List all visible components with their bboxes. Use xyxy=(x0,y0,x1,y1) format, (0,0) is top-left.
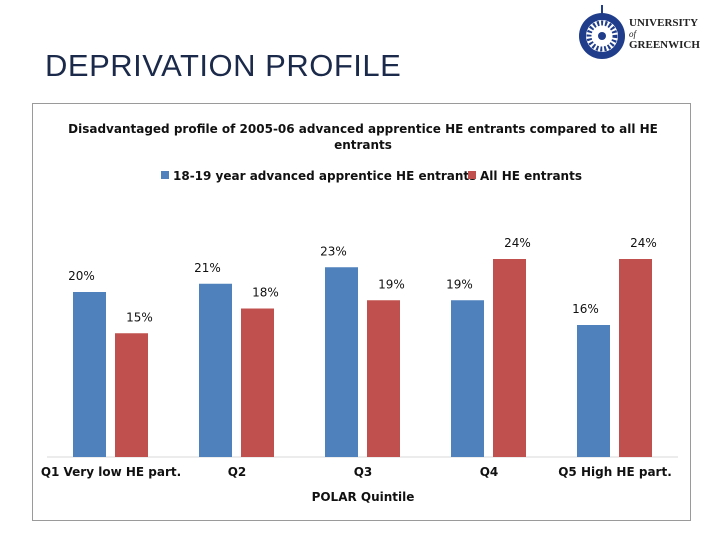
data-label-apprentice-3: 23% xyxy=(320,244,347,258)
bar-apprentice-3 xyxy=(325,267,358,457)
x-tick-label-4: Q4 xyxy=(480,465,499,479)
x-tick-label-2: Q2 xyxy=(228,465,247,479)
bar-apprentice-1 xyxy=(73,292,106,457)
bar-all-he-1 xyxy=(115,333,148,457)
chart-title-line-2: entrants xyxy=(334,138,392,152)
data-label-all-he-5: 24% xyxy=(630,236,657,250)
x-tick-label-1: Q1 Very low HE part. xyxy=(41,465,181,479)
bar-apprentice-2 xyxy=(199,283,232,457)
logo-text-2: of xyxy=(629,29,637,39)
bar-all-he-2 xyxy=(241,308,274,457)
legend-label-series-1: 18-19 year advanced apprentice HE entran… xyxy=(173,169,476,183)
data-label-apprentice-2: 21% xyxy=(194,261,221,275)
bar-all-he-3 xyxy=(367,300,400,457)
data-label-apprentice-1: 20% xyxy=(68,269,95,283)
x-tick-label-5: Q5 High HE part. xyxy=(558,465,672,479)
legend-label-series-2: All HE entrants xyxy=(480,169,582,183)
bar-chart: Disadvantaged profile of 2005-06 advance… xyxy=(41,122,678,504)
x-tick-label-3: Q3 xyxy=(354,465,373,479)
legend-swatch-series-2 xyxy=(468,171,476,179)
data-label-all-he-2: 18% xyxy=(252,286,279,300)
data-label-all-he-4: 24% xyxy=(504,236,531,250)
chart-frame: Disadvantaged profile of 2005-06 advance… xyxy=(32,103,691,521)
bar-apprentice-5 xyxy=(577,325,610,457)
slide-title: DEPRIVATION PROFILE xyxy=(45,48,402,83)
data-label-apprentice-5: 16% xyxy=(572,302,599,316)
chart-title-line-1: Disadvantaged profile of 2005-06 advance… xyxy=(68,122,658,136)
logo-text-3: GREENWICH xyxy=(629,39,700,51)
logo-text-1: UNIVERSITY xyxy=(629,17,699,29)
legend-swatch-series-1 xyxy=(161,171,169,179)
compass-seal-icon xyxy=(579,5,625,59)
data-label-all-he-3: 19% xyxy=(378,277,405,291)
x-axis-title: POLAR Quintile xyxy=(312,490,415,504)
data-label-apprentice-4: 19% xyxy=(446,277,473,291)
data-label-all-he-1: 15% xyxy=(126,310,153,324)
bar-all-he-4 xyxy=(493,259,526,457)
bar-all-he-5 xyxy=(619,259,652,457)
university-logo: UNIVERSITY of GREENWICH xyxy=(577,3,717,61)
bar-apprentice-4 xyxy=(451,300,484,457)
